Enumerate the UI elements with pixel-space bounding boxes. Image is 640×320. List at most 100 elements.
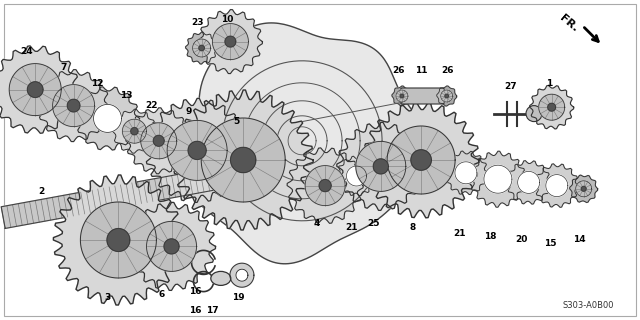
Polygon shape: [147, 221, 196, 271]
Ellipse shape: [211, 271, 231, 285]
Text: 12: 12: [91, 79, 104, 88]
Text: 16: 16: [189, 287, 202, 296]
Text: 23: 23: [191, 18, 204, 27]
Polygon shape: [122, 119, 147, 143]
Polygon shape: [28, 82, 43, 97]
Polygon shape: [535, 164, 579, 207]
Polygon shape: [570, 175, 598, 203]
Text: 16: 16: [189, 306, 202, 315]
Polygon shape: [199, 45, 204, 51]
Polygon shape: [38, 70, 109, 141]
Text: 18: 18: [484, 232, 497, 241]
Text: 20: 20: [515, 236, 528, 244]
Text: 17: 17: [206, 306, 219, 315]
Text: 22: 22: [145, 101, 158, 110]
Polygon shape: [530, 85, 573, 129]
Text: FR.: FR.: [557, 13, 579, 34]
Polygon shape: [198, 10, 262, 74]
Text: 6: 6: [158, 290, 164, 299]
Polygon shape: [230, 263, 254, 287]
Polygon shape: [173, 90, 313, 230]
Polygon shape: [141, 123, 177, 159]
FancyBboxPatch shape: [401, 88, 444, 104]
Polygon shape: [76, 87, 140, 150]
Text: 9: 9: [186, 108, 192, 116]
Polygon shape: [0, 46, 79, 133]
Polygon shape: [287, 148, 363, 223]
Polygon shape: [441, 90, 452, 102]
Text: 21: 21: [345, 223, 358, 232]
Polygon shape: [113, 109, 156, 153]
Polygon shape: [337, 122, 425, 211]
Polygon shape: [346, 166, 367, 186]
Polygon shape: [236, 269, 248, 281]
Polygon shape: [52, 84, 95, 127]
Polygon shape: [212, 24, 248, 60]
Polygon shape: [445, 94, 449, 98]
Polygon shape: [145, 98, 249, 202]
Polygon shape: [154, 135, 164, 146]
Polygon shape: [81, 202, 156, 278]
Polygon shape: [356, 141, 406, 191]
Polygon shape: [67, 99, 80, 112]
Text: 26: 26: [442, 66, 454, 75]
Text: 3: 3: [104, 293, 111, 302]
Text: 24: 24: [20, 47, 33, 56]
Text: 25: 25: [367, 220, 380, 228]
Polygon shape: [581, 187, 586, 191]
Text: 19: 19: [232, 293, 244, 302]
Polygon shape: [576, 181, 592, 197]
Text: 21: 21: [453, 229, 466, 238]
Polygon shape: [337, 156, 376, 196]
Polygon shape: [125, 108, 192, 174]
Polygon shape: [1, 165, 232, 228]
Polygon shape: [201, 118, 285, 202]
Ellipse shape: [526, 106, 542, 122]
Polygon shape: [127, 203, 216, 291]
Text: 26: 26: [392, 66, 404, 75]
Polygon shape: [484, 165, 512, 193]
Text: 4: 4: [314, 220, 320, 228]
Polygon shape: [396, 90, 408, 102]
Polygon shape: [363, 102, 479, 218]
Polygon shape: [190, 23, 428, 264]
Text: 11: 11: [415, 66, 428, 75]
Polygon shape: [400, 94, 404, 98]
Polygon shape: [436, 86, 457, 106]
Polygon shape: [444, 151, 488, 195]
Text: 27: 27: [504, 82, 517, 91]
Text: S303-A0B00: S303-A0B00: [563, 301, 614, 310]
Text: 14: 14: [573, 236, 586, 244]
Text: 5: 5: [234, 117, 240, 126]
Polygon shape: [188, 141, 206, 159]
Polygon shape: [164, 239, 179, 254]
Text: 10: 10: [221, 15, 234, 24]
Polygon shape: [548, 103, 556, 111]
Text: 2: 2: [38, 188, 45, 196]
Polygon shape: [546, 175, 568, 196]
Polygon shape: [230, 148, 256, 172]
Polygon shape: [131, 128, 138, 135]
Polygon shape: [455, 162, 477, 184]
Text: 7: 7: [61, 63, 67, 72]
Polygon shape: [193, 39, 211, 57]
Text: 13: 13: [120, 92, 133, 100]
Polygon shape: [93, 104, 122, 132]
Polygon shape: [53, 175, 184, 305]
Polygon shape: [305, 166, 345, 205]
Polygon shape: [225, 36, 236, 47]
Polygon shape: [411, 150, 431, 170]
Text: 15: 15: [544, 239, 557, 248]
Polygon shape: [518, 172, 540, 193]
Polygon shape: [470, 151, 526, 207]
Polygon shape: [319, 180, 331, 192]
Text: 1: 1: [546, 79, 552, 88]
Polygon shape: [373, 159, 388, 174]
Polygon shape: [107, 228, 130, 252]
Polygon shape: [507, 161, 550, 204]
Polygon shape: [387, 126, 455, 194]
Polygon shape: [539, 94, 564, 120]
Polygon shape: [392, 86, 412, 106]
Polygon shape: [167, 120, 227, 180]
Text: 8: 8: [410, 223, 416, 232]
